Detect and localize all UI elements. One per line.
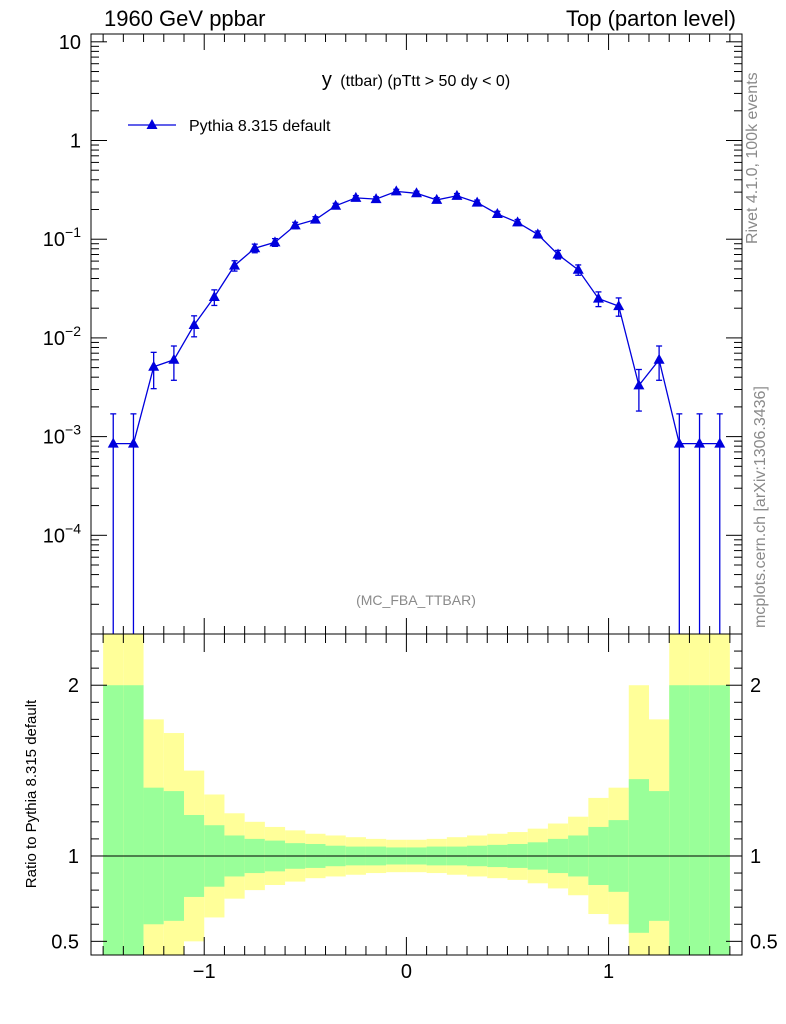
- analysis-id: (MC_FBA_TTBAR): [356, 592, 476, 608]
- data-point: [188, 319, 200, 330]
- ratio-y-tick-label-right: 0.5: [750, 931, 778, 953]
- x-tick-label: 0: [401, 961, 412, 983]
- header-left: 1960 GeV ppbar: [104, 6, 266, 31]
- data-point: [370, 193, 382, 204]
- main-y-tick-base: 10: [43, 328, 65, 350]
- x-tick-label: 1: [603, 961, 614, 983]
- main-y-tick-label: 10−2: [43, 323, 81, 350]
- data-point: [168, 353, 180, 364]
- data-point: [148, 360, 160, 371]
- series-line: [113, 190, 720, 445]
- data-point: [572, 263, 584, 274]
- data-point: [350, 191, 362, 202]
- ratio-y-ticks: 0.5 0.5 1 1 2 2: [51, 650, 778, 953]
- data-point: [471, 196, 483, 207]
- ratio-y-tick-label-left: 1: [68, 846, 79, 868]
- series-pythia: [107, 185, 726, 634]
- x-ticks: −1 0 1: [102, 634, 731, 983]
- legend: Pythia 8.315 default: [128, 118, 331, 135]
- data-point: [309, 213, 321, 224]
- main-y-tick-exponent: −2: [65, 323, 81, 339]
- ratio-y-tick-label-left: 0.5: [51, 931, 79, 953]
- data-point: [390, 185, 402, 196]
- data-point: [330, 199, 342, 210]
- data-point: [694, 437, 706, 448]
- ratio-band-inner: [689, 685, 710, 955]
- main-y-tick-base: 10: [43, 427, 65, 449]
- main-y-tick-base: 10: [43, 525, 65, 547]
- data-point: [714, 437, 726, 448]
- ratio-band-inner: [709, 685, 730, 955]
- plot-title-condition: (ttbar) (pTtt > 50 dy < 0): [340, 73, 510, 90]
- ratio-band-inner: [103, 685, 124, 955]
- main-y-tick-label: 10−3: [43, 422, 81, 449]
- main-y-tick-label: 10−4: [43, 520, 81, 547]
- data-point: [411, 187, 422, 198]
- data-point: [289, 219, 301, 230]
- plot-title-variable: y: [322, 69, 332, 91]
- data-point: [512, 216, 524, 227]
- ratio-y-tick-label-right: 2: [750, 675, 761, 697]
- data-point: [653, 353, 665, 364]
- data-point: [229, 259, 241, 270]
- data-point: [127, 437, 139, 448]
- data-point: [249, 242, 261, 253]
- ratio-band-inner: [123, 685, 144, 955]
- x-tick-label: −1: [193, 961, 216, 983]
- ratio-y-tick-label-left: 2: [68, 675, 79, 697]
- data-point: [552, 248, 564, 259]
- data-point: [613, 300, 625, 311]
- header-right: Top (parton level): [566, 6, 736, 31]
- main-y-tick-label: 1: [70, 131, 81, 153]
- main-y-tick-label: 10−1: [43, 224, 81, 251]
- data-point: [633, 379, 645, 390]
- ratio-y-tick-label-right: 1: [750, 846, 761, 868]
- ratio-band-inner: [669, 685, 690, 955]
- data-point: [673, 437, 685, 448]
- legend-label: Pythia 8.315 default: [189, 118, 331, 135]
- ratio-plot-frame: [90, 633, 743, 956]
- data-point: [491, 208, 503, 219]
- data-point: [532, 228, 544, 239]
- main-y-tick-exponent: −4: [65, 520, 81, 536]
- data-point: [431, 193, 443, 204]
- data-point: [107, 437, 119, 448]
- main-y-tick-exponent: −1: [65, 224, 81, 240]
- ratio-plot: 0.5 0.5 1 1 2 2 −1 0 1 Ratio to Pythia 8.315 de…: [23, 633, 778, 983]
- legend-marker-icon: [146, 119, 158, 129]
- main-y-tick-base: 10: [43, 229, 65, 251]
- data-point: [592, 292, 604, 303]
- plot-title: y (ttbar) (pTtt > 50 dy < 0): [322, 69, 510, 91]
- data-point: [208, 290, 220, 301]
- ratio-bands: [103, 634, 730, 955]
- data-point: [451, 189, 463, 200]
- ratio-y-axis-label: Ratio to Pythia 8.315 default: [23, 699, 40, 888]
- main-y-tick-exponent: −3: [65, 422, 81, 438]
- main-y-tick-label: 10: [59, 32, 81, 54]
- data-point: [269, 236, 281, 247]
